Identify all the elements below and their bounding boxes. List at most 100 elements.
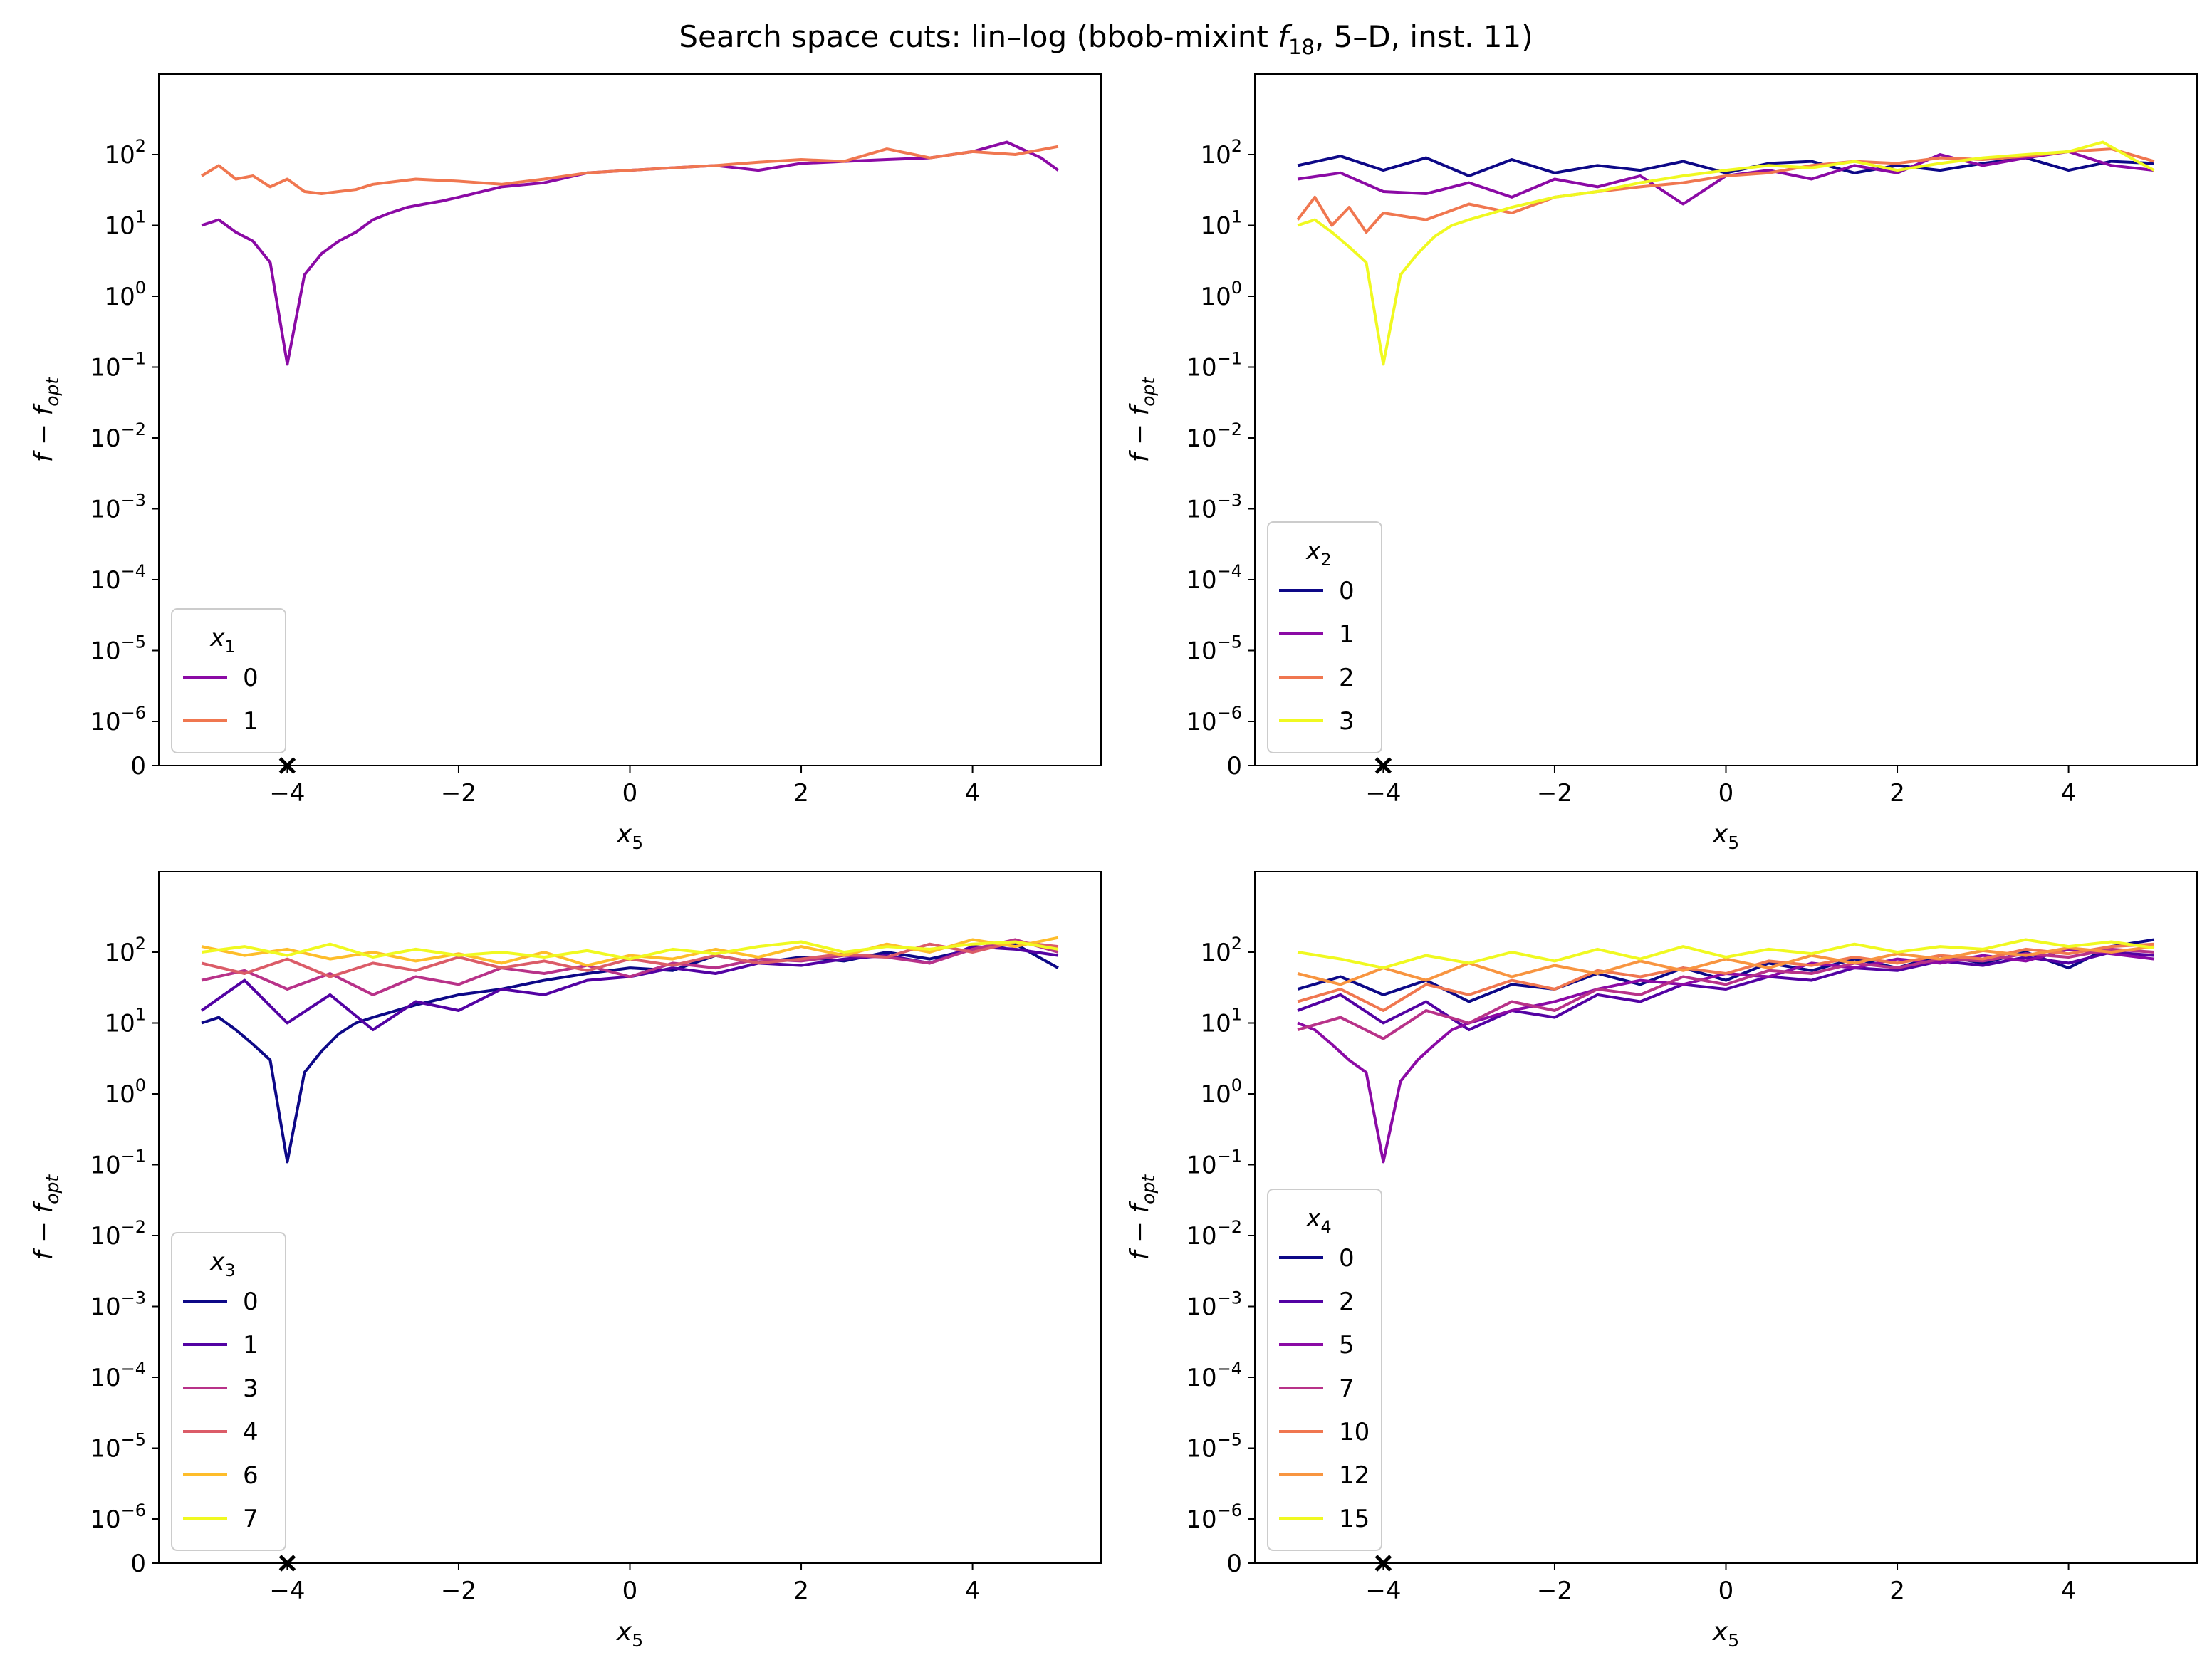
legend-label-0: 0 <box>1339 577 1355 605</box>
series-line-3 <box>201 938 1059 996</box>
legend-title: x2 <box>1305 537 1331 570</box>
legend-label-2: 2 <box>1339 664 1355 692</box>
legend-title: x1 <box>209 624 235 657</box>
legend-label-12: 12 <box>1339 1461 1370 1490</box>
y-tick-label: 101 <box>104 207 146 241</box>
legend-label-1: 1 <box>243 707 259 736</box>
x-tick-label: 2 <box>793 1577 809 1605</box>
legend-title: x4 <box>1305 1204 1331 1237</box>
series-group <box>1296 140 2155 366</box>
series-line-3 <box>1297 140 2155 366</box>
series-line-15 <box>1297 938 2155 970</box>
y-tick-label: 10−4 <box>1186 1359 1242 1392</box>
x-axis-label: x5 <box>616 1617 643 1651</box>
y-tick-label: 0 <box>130 1550 146 1578</box>
subplot-bottom-right: −4 −2 0 2 4010−610−510−410−310−210−110010110… <box>1125 871 2198 1651</box>
legend-box <box>171 608 286 753</box>
subplot-top-right: −4 −2 0 2 4010−610−510−410−310−210−110010110… <box>1125 73 2198 853</box>
legend-label-0: 0 <box>1339 1244 1355 1273</box>
x-tick-label: −2 <box>441 1577 476 1605</box>
x-tick-label: −2 <box>1537 779 1572 808</box>
x-tick-label: 0 <box>1718 779 1734 808</box>
legend: x1 0 1 <box>171 608 286 753</box>
y-tick-label: 10−2 <box>1186 419 1242 453</box>
y-tick-label: 0 <box>1226 1550 1242 1578</box>
x-tick-label: 4 <box>2061 1577 2077 1605</box>
y-tick-label: 10−4 <box>90 561 146 595</box>
subplot-grid: −4 −2 0 2 4010−610−510−410−310−210−110010110… <box>29 73 2198 1651</box>
y-axis-label: f − fopt <box>1125 1174 1159 1261</box>
y-tick-label: 10−4 <box>90 1359 146 1392</box>
x-tick-label: −4 <box>1365 1577 1401 1605</box>
legend-label-6: 6 <box>243 1461 259 1490</box>
x-tick-label: −4 <box>269 779 305 808</box>
x-tick-label: 0 <box>622 1577 638 1605</box>
legend-title: x3 <box>209 1248 235 1280</box>
y-tick-label: 102 <box>1200 934 1242 967</box>
x-tick-label: 0 <box>622 779 638 808</box>
y-tick-label: 10−4 <box>1186 561 1242 595</box>
legend-label-7: 7 <box>243 1505 259 1533</box>
y-tick-label: 10−1 <box>90 1147 146 1180</box>
y-axis-label: f − fopt <box>29 377 63 463</box>
y-tick-label: 10−5 <box>90 1430 146 1463</box>
y-tick-label: 10−6 <box>90 1500 146 1534</box>
legend: x3 0 1 3 4 6 7 <box>171 1232 286 1551</box>
y-tick-label: 10−6 <box>1186 703 1242 736</box>
series-group <box>201 140 1060 366</box>
legend-label-0: 0 <box>243 664 259 692</box>
series-line-0 <box>201 140 1060 366</box>
series-group <box>1297 938 2155 1164</box>
series-line-7 <box>201 940 1059 961</box>
y-tick-label: 102 <box>104 136 146 169</box>
y-axis-label: f − fopt <box>29 1174 63 1261</box>
x-tick-label: −2 <box>441 779 476 808</box>
legend-box <box>171 1232 286 1551</box>
x-tick-label: −4 <box>269 1577 305 1605</box>
y-tick-label: 101 <box>1200 1005 1242 1038</box>
x-axis-label: x5 <box>1712 820 1739 853</box>
legend-label-2: 2 <box>1339 1288 1355 1316</box>
x-tick-label: 0 <box>1718 1577 1734 1605</box>
y-axis-label: f − fopt <box>1125 377 1159 463</box>
y-tick-label: 10−5 <box>90 632 146 666</box>
y-tick-label: 10−5 <box>1186 632 1242 666</box>
y-tick-label: 101 <box>104 1005 146 1038</box>
series-line-2 <box>1296 147 2155 234</box>
x-axis-label: x5 <box>1712 1617 1739 1651</box>
legend-label-7: 7 <box>1339 1374 1355 1403</box>
y-tick-label: 10−3 <box>90 1288 146 1322</box>
legend-label-3: 3 <box>243 1374 259 1403</box>
y-tick-label: 100 <box>104 1075 146 1109</box>
legend-label-0: 0 <box>243 1288 259 1316</box>
x-tick-label: 2 <box>1889 779 1905 808</box>
y-tick-label: 10−6 <box>1186 1500 1242 1534</box>
legend-label-1: 1 <box>243 1331 259 1359</box>
legend-label-5: 5 <box>1339 1331 1355 1359</box>
legend-label-4: 4 <box>243 1418 259 1446</box>
legend-label-10: 10 <box>1339 1418 1370 1446</box>
legend: x2 0 1 2 3 <box>1267 521 1382 753</box>
x-tick-label: 2 <box>793 779 809 808</box>
legend-label-15: 15 <box>1339 1505 1370 1533</box>
legend-box <box>1267 1189 1382 1551</box>
y-tick-label: 10−2 <box>90 419 146 453</box>
figure-title: Search space cuts: lin–log (bbob-mixint … <box>679 19 1533 59</box>
y-tick-label: 100 <box>1200 1075 1242 1109</box>
series-line-7 <box>1297 947 2155 1040</box>
y-tick-label: 102 <box>1200 136 1242 169</box>
x-tick-label: 4 <box>965 779 981 808</box>
y-tick-label: 10−6 <box>90 703 146 736</box>
subplot-bottom-left: −4 −2 0 2 4010−610−510−410−310−210−110010110… <box>29 871 1102 1651</box>
x-tick-label: 4 <box>2061 779 2077 808</box>
series-line-1 <box>201 145 1059 195</box>
y-tick-label: 102 <box>104 934 146 967</box>
y-tick-label: 10−1 <box>1186 349 1242 382</box>
y-tick-label: 10−1 <box>90 349 146 382</box>
x-tick-label: 4 <box>965 1577 981 1605</box>
x-tick-label: −2 <box>1537 1577 1572 1605</box>
legend: x4 0 2 5 7 10 12 15 <box>1267 1189 1382 1551</box>
series-group <box>200 936 1059 1164</box>
